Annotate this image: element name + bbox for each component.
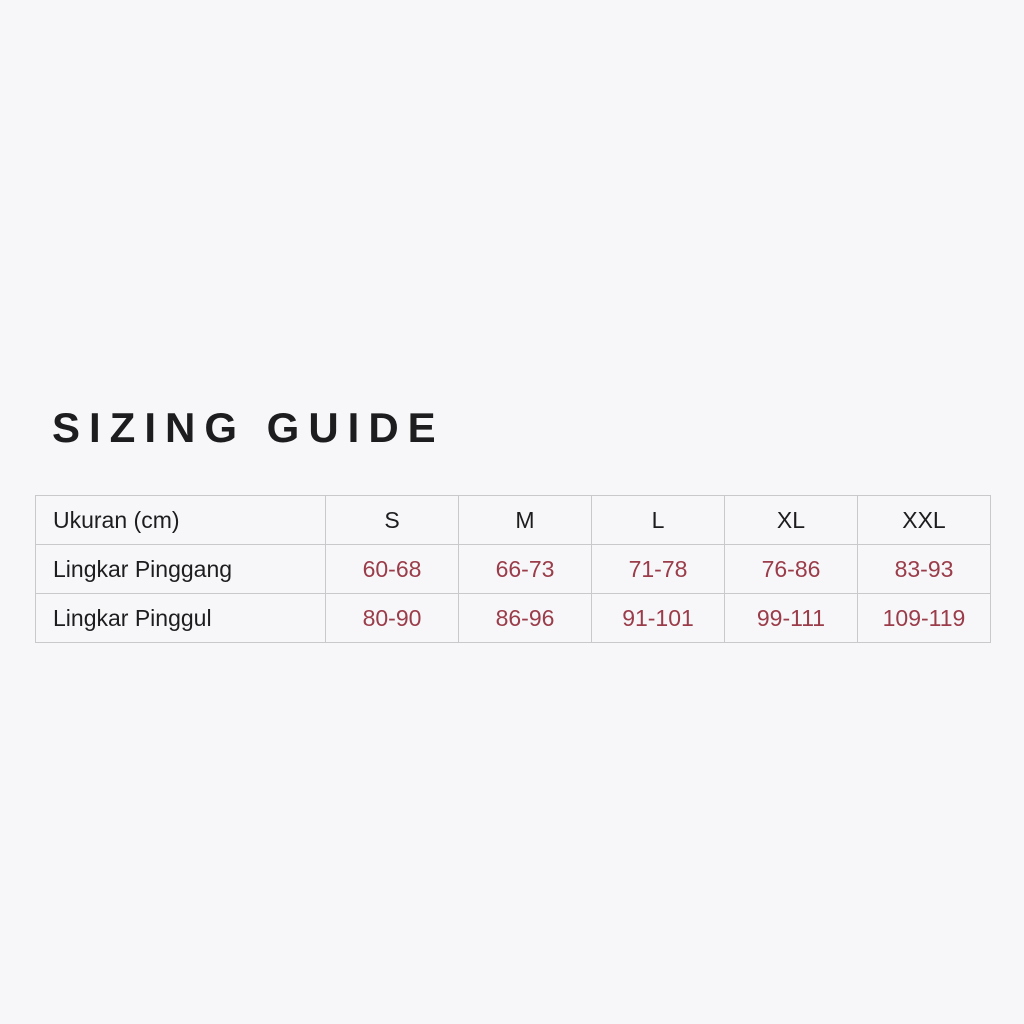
page-title: SIZING GUIDE: [52, 404, 445, 451]
table-row: Lingkar Pinggang 60-68 66-73 71-78 76-86…: [35, 544, 991, 594]
header-cell: Ukuran (cm): [35, 495, 326, 545]
table-cell: 109-119: [857, 593, 991, 643]
table-cell: 86-96: [458, 593, 592, 643]
header-cell: L: [591, 495, 725, 545]
header-cell: XL: [724, 495, 858, 545]
row-label: Lingkar Pinggul: [35, 593, 326, 643]
table-row: Lingkar Pinggul 80-90 86-96 91-101 99-11…: [35, 593, 991, 643]
table-cell: 83-93: [857, 544, 991, 594]
table-cell: 99-111: [724, 593, 858, 643]
header-cell: M: [458, 495, 592, 545]
sizing-table: Ukuran (cm) S M L XL XXL Lingkar Pinggan…: [35, 495, 991, 643]
row-label: Lingkar Pinggang: [35, 544, 326, 594]
table-cell: 91-101: [591, 593, 725, 643]
table-cell: 60-68: [325, 544, 459, 594]
header-cell: S: [325, 495, 459, 545]
table-cell: 76-86: [724, 544, 858, 594]
table-cell: 71-78: [591, 544, 725, 594]
table-header-row: Ukuran (cm) S M L XL XXL: [35, 495, 991, 545]
table-cell: 80-90: [325, 593, 459, 643]
table-cell: 66-73: [458, 544, 592, 594]
header-cell: XXL: [857, 495, 991, 545]
